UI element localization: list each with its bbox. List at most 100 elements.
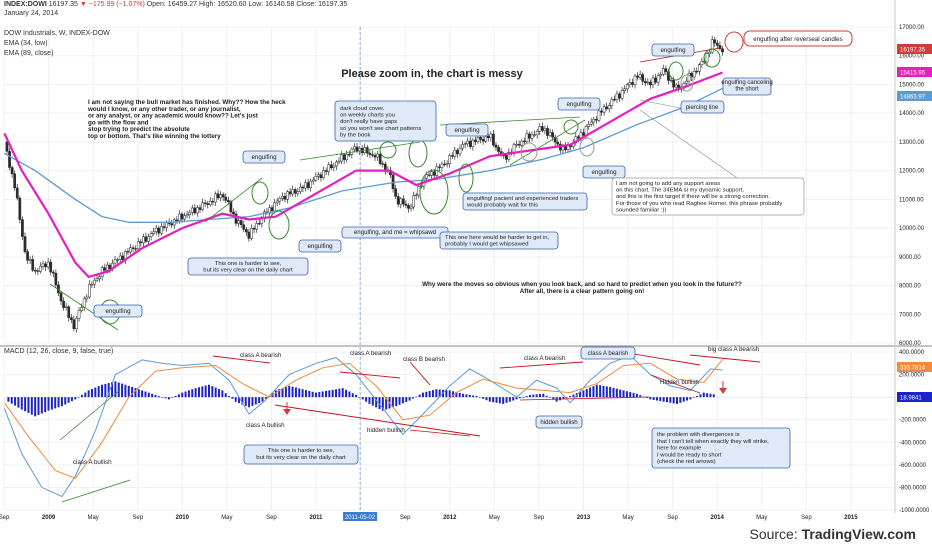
macd-hist-bar <box>40 397 43 414</box>
candle-body <box>525 133 529 143</box>
candle-body <box>520 140 524 146</box>
macd-hist-bar <box>676 397 679 404</box>
price-pane <box>3 35 724 333</box>
reversal-callout <box>743 30 853 47</box>
price-label-value: 14863.97 <box>900 95 926 101</box>
class-a-bearish-callout <box>580 346 636 360</box>
candle-body <box>121 255 125 261</box>
macd-hist-bar <box>264 397 267 399</box>
candle-body <box>5 141 9 152</box>
macd-hist-bar <box>629 392 632 398</box>
support-label-line: For those of you who read Raghee Horner,… <box>616 201 782 207</box>
macd-hist-bar <box>535 394 538 398</box>
engulfing-circle <box>680 74 694 92</box>
candle-body <box>90 283 94 286</box>
time-tick-label: May <box>622 515 633 521</box>
candle-body <box>301 186 305 189</box>
candle-body <box>304 182 307 189</box>
candle-body <box>620 90 624 99</box>
macd-legend[interactable]: MACD (12, 26, close, 9, false, true) <box>4 348 114 355</box>
series-title[interactable]: DOW Industrials, W, INDEX-DOW <box>4 30 110 37</box>
intro-text-line: would I know, or any other trader, or an… <box>87 106 241 113</box>
candle-body <box>430 171 434 176</box>
macd-hist-bar <box>371 397 374 406</box>
candle-body <box>685 80 688 84</box>
candle-body <box>13 173 17 189</box>
macd-hist-bar <box>224 393 227 398</box>
candle-body <box>113 259 117 264</box>
macd-hist-bar <box>398 397 401 405</box>
candle-body <box>713 39 717 44</box>
open-value: 16459.27 <box>167 1 197 8</box>
macd-hist-bar <box>107 383 110 398</box>
macd-hist-bar <box>522 397 525 398</box>
date-highlight-bg <box>343 512 378 521</box>
intro-text-line: I am not saying the bull market has fini… <box>88 99 286 106</box>
macd-hist-bar <box>117 382 120 398</box>
candle-body <box>273 202 277 212</box>
candle-body <box>401 198 405 205</box>
candle-body <box>193 207 197 214</box>
macd-hist-bar <box>435 389 438 398</box>
macd-hist-bar <box>518 397 521 399</box>
candle-body <box>661 68 665 75</box>
macd-label-value: 18.9841 <box>900 396 922 402</box>
candle-body <box>597 110 601 121</box>
candle-body <box>373 155 377 158</box>
class-a-bullish-label: class A bullish <box>246 422 285 429</box>
macd-hist-bar <box>84 392 87 398</box>
macd-hist-bar <box>124 384 127 398</box>
macd-hist-bar <box>401 397 404 404</box>
candle-body <box>77 310 81 319</box>
candle-body <box>548 132 552 136</box>
macd-hist-bar <box>602 385 605 398</box>
symbol-name: INDEX:DOWI <box>4 1 47 8</box>
price-label-value: 15415.95 <box>900 71 926 77</box>
macd-hist-bar <box>365 397 368 402</box>
macd-tick-label: -800.0000 <box>899 485 927 491</box>
class-a-bearish-label: class A bearish <box>524 355 566 362</box>
engulfing-circle <box>668 61 684 81</box>
candle-body <box>427 174 431 176</box>
candle-body <box>649 81 652 85</box>
support-label-line: on this chart. The 34EMA si my dynamic s… <box>616 188 744 194</box>
ema34-legend[interactable]: EMA (34, low) <box>4 40 48 47</box>
macd-hist-bar <box>552 397 555 400</box>
candle-body <box>404 203 408 206</box>
macd-hist-bar <box>184 391 187 398</box>
candle-body <box>283 195 287 200</box>
candle-body <box>317 174 320 177</box>
candle-body <box>8 151 11 168</box>
ema89-legend[interactable]: EMA (89, close) <box>4 50 54 57</box>
macd-hist-bar <box>301 389 304 398</box>
macd-hist-bar <box>278 389 281 398</box>
candle-body <box>260 218 264 224</box>
candle-body <box>414 194 418 197</box>
candle-body <box>350 148 354 155</box>
macd-hist-bar <box>97 386 100 398</box>
macd-hist-bar <box>438 389 441 398</box>
macd-hist-bar <box>431 390 434 398</box>
macd-hist-bar <box>131 386 134 398</box>
engulfing-circle <box>703 48 721 68</box>
macd-hist-bar <box>645 397 648 398</box>
macd-hist-bar <box>445 390 448 398</box>
candle-body <box>198 207 202 210</box>
macd-hist-bar <box>341 388 344 398</box>
macd-hist-bar <box>702 392 705 398</box>
candle-body <box>147 236 150 242</box>
candle-body <box>33 270 37 272</box>
candle-body <box>443 163 446 166</box>
source-brand[interactable]: TradingView.com <box>801 526 916 542</box>
candle-body <box>188 211 192 216</box>
source-credit: Source: TradingView.com <box>749 526 916 542</box>
time-tick-label: 2009 <box>42 515 56 521</box>
daily-callout <box>243 444 359 465</box>
macd-hist-bar <box>254 397 257 405</box>
candle-body <box>497 147 500 152</box>
macd-hist-bar <box>70 397 73 402</box>
time-tick-label: May <box>756 515 767 521</box>
macd-hist-bar <box>238 397 241 404</box>
candle-body <box>36 270 40 272</box>
macd-hist-bar <box>37 397 40 415</box>
